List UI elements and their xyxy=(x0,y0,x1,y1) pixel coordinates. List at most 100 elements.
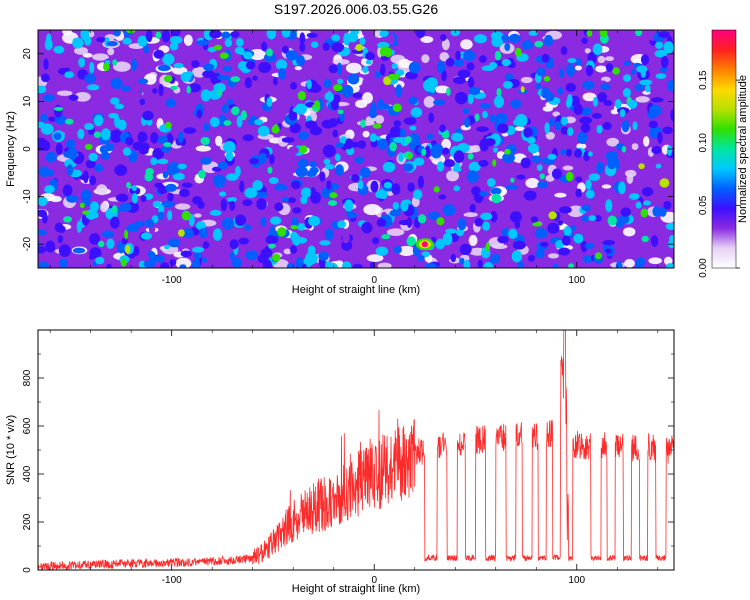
heatmap-cell xyxy=(188,83,201,93)
heatmap-cell xyxy=(281,196,290,203)
heatmap-cell xyxy=(455,50,461,61)
heatmap-cell xyxy=(140,232,153,240)
heatmap-cell xyxy=(377,138,389,150)
heatmap-cell xyxy=(306,79,312,90)
heatmap-cell xyxy=(490,31,504,40)
heatmap-cell xyxy=(286,262,295,268)
heatmap-cell xyxy=(641,235,649,243)
heatmap-cell xyxy=(602,240,616,246)
heatmap-cell xyxy=(511,250,523,263)
heatmap-cell xyxy=(142,110,154,121)
heatmap-cell xyxy=(84,123,94,131)
heatmap-cell xyxy=(186,85,191,94)
heatmap-cell xyxy=(366,254,384,262)
heatmap-cell xyxy=(191,60,200,68)
heatmap-cell xyxy=(244,224,252,231)
heatmap-cell xyxy=(439,52,450,62)
colorbar-tick-label: 0.10 xyxy=(698,133,709,153)
heatmap-cell xyxy=(627,99,638,109)
heatmap-cell xyxy=(375,189,388,199)
heatmap-cell xyxy=(604,248,612,254)
heatmap-cell xyxy=(585,189,595,199)
heatmap-cell xyxy=(666,80,674,92)
heatmap-cell xyxy=(252,75,258,81)
heatmap-cell xyxy=(63,151,76,159)
heatmap-cell xyxy=(152,147,165,160)
heatmap-cell xyxy=(446,170,459,182)
heatmap-cell xyxy=(558,247,571,256)
heatmap-cell xyxy=(307,245,316,256)
heatmap-cell xyxy=(157,185,168,194)
heatmap-cell xyxy=(170,30,181,37)
heatmap-cell xyxy=(248,117,256,126)
heatmap-cell xyxy=(213,82,226,93)
heatmap-cell xyxy=(433,99,446,106)
heatmap-cell xyxy=(350,30,360,36)
heatmap-cell xyxy=(85,159,96,169)
heatmap-cell xyxy=(650,235,659,247)
heatmap-cell xyxy=(421,54,430,64)
heatmap-cell xyxy=(624,169,637,178)
heatmap-cell xyxy=(491,193,502,204)
heatmap-cell xyxy=(497,235,509,244)
heatmap-cell xyxy=(310,187,317,199)
heatmap-cell xyxy=(584,48,591,54)
heatmap-cell xyxy=(436,217,445,226)
heatmap-cell xyxy=(359,37,366,46)
heatmap-cell xyxy=(118,202,132,212)
heatmap-cell xyxy=(258,152,268,164)
heatmap-cell xyxy=(274,202,284,212)
heatmap-cell xyxy=(218,191,227,197)
heatmap-cell xyxy=(54,106,64,111)
heatmap-cell xyxy=(581,204,591,212)
heatmap-cell xyxy=(53,132,62,140)
heatmap-cell xyxy=(200,89,211,102)
heatmap-cell xyxy=(566,148,573,157)
heatmap-cell xyxy=(169,42,179,51)
heatmap-cell xyxy=(561,235,571,246)
heatmap-cell xyxy=(375,70,381,79)
heatmap-cell xyxy=(489,61,498,69)
heatmap-cell xyxy=(597,55,606,64)
heatmap-cell xyxy=(536,67,546,77)
heatmap-cell xyxy=(355,44,363,52)
heatmap-cell xyxy=(438,194,447,200)
heatmap-cell xyxy=(480,212,493,221)
heatmap-cell xyxy=(273,124,279,130)
heatmap-cell xyxy=(181,228,194,239)
heatmap-cell xyxy=(263,246,270,258)
heatmap-cell xyxy=(101,230,114,239)
heatmap-cell xyxy=(100,202,108,213)
heatmap-cell xyxy=(655,163,662,169)
heatmap-cell xyxy=(534,40,544,48)
heatmap-cell xyxy=(523,127,533,138)
heatmap-cell xyxy=(56,90,73,96)
heatmap-cell xyxy=(618,181,626,195)
heatmap-cell xyxy=(639,79,653,86)
heatmap-cell xyxy=(179,264,187,268)
heatmap-cell xyxy=(268,244,275,249)
heatmap-cell xyxy=(252,180,263,191)
heatmap-cell xyxy=(109,216,120,229)
heatmap-cell xyxy=(581,214,589,223)
heatmap-cell xyxy=(219,52,229,59)
heatmap-cell xyxy=(540,87,550,99)
heatmap-cell xyxy=(203,123,210,132)
heatmap-cell xyxy=(474,34,487,44)
heatmap-cell xyxy=(441,147,450,155)
heatmap-cell xyxy=(324,43,330,51)
heatmap-cell xyxy=(125,136,134,146)
heatmap-cell xyxy=(306,32,318,38)
heatmap-cell xyxy=(137,35,148,47)
heatmap-cell xyxy=(281,45,290,54)
heatmap-cell xyxy=(408,133,421,145)
heatmap-cell xyxy=(560,126,570,135)
heatmap-cell xyxy=(573,148,583,158)
heatmap-cell xyxy=(478,159,489,167)
heatmap-cell xyxy=(88,152,98,162)
heatmap-cell xyxy=(457,69,471,79)
heatmap-cell xyxy=(395,84,403,98)
heatmap-cell xyxy=(567,58,577,63)
heatmap-cell xyxy=(298,131,309,141)
heatmap-cell xyxy=(324,164,335,170)
